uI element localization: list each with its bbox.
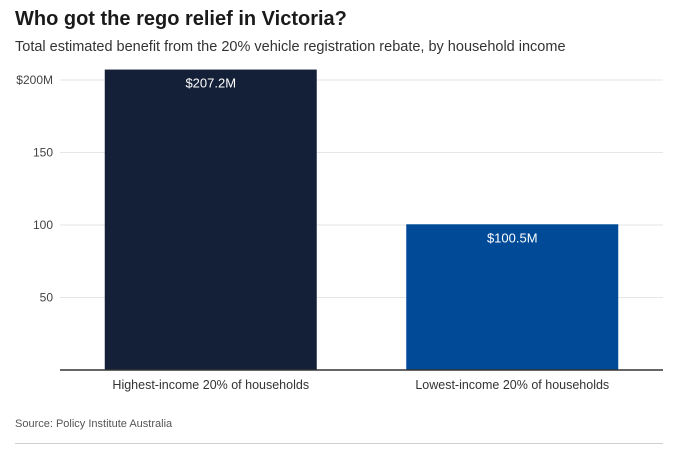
x-tick-label: Highest-income 20% of households <box>112 378 309 392</box>
bar-value-label: $207.2M <box>185 76 236 91</box>
bar-value-label: $100.5M <box>487 230 538 245</box>
x-tick-label: Lowest-income 20% of households <box>415 378 609 392</box>
bar <box>104 69 317 370</box>
y-tick-label: 50 <box>40 291 54 305</box>
x-axis-ticks: Highest-income 20% of households Lowest-i… <box>112 378 609 392</box>
bar-chart: 50 100 150 $200M $207.2M $100.5M Highest-inc… <box>16 69 663 392</box>
chart-subtitle: Total estimated benefit from the 20% veh… <box>15 39 566 55</box>
y-axis-ticks: 50 100 150 $200M <box>16 73 53 305</box>
chart-title: Who got the rego relief in Victoria? <box>15 8 347 30</box>
source-note: Source: Policy Institute Australia <box>15 418 173 430</box>
bar <box>406 224 619 370</box>
y-tick-label: 100 <box>33 218 53 232</box>
y-tick-label: 150 <box>33 146 53 160</box>
footer-divider <box>15 443 663 444</box>
bars: $207.2M $100.5M <box>104 69 619 370</box>
y-tick-label: $200M <box>16 73 53 87</box>
